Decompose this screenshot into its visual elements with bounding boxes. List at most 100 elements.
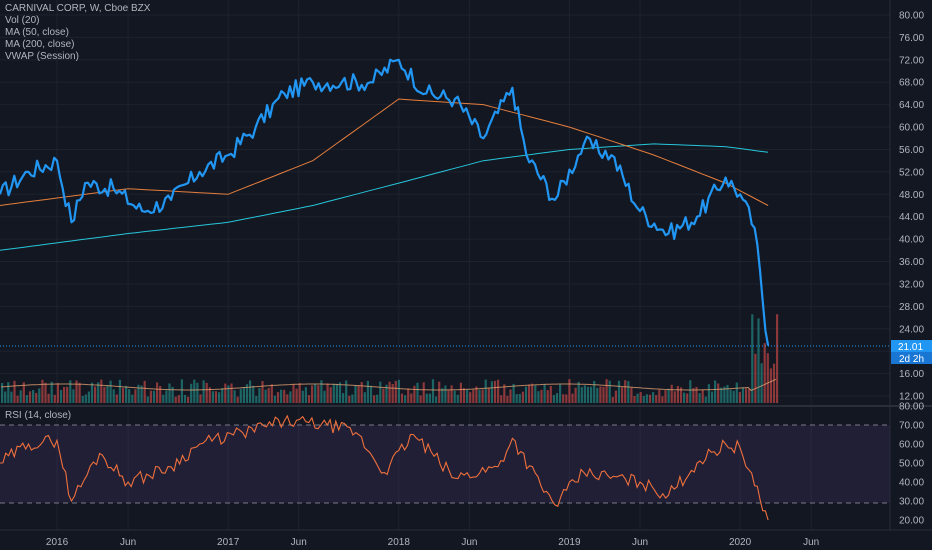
volume-bar [503,384,506,403]
volume-bar [363,392,366,403]
volume-bar [658,389,661,403]
rsi-axis[interactable]: 80.00 70.00 60.00 50.00 40.00 30.00 20.00 [899,402,924,527]
symbol-title[interactable]: CARNIVAL CORP, W, Cboe BZX [5,3,151,14]
volume-bar [692,388,695,403]
volume-bar [66,386,69,403]
volume-bar [435,396,438,403]
volume-bar [7,382,10,403]
price-axis[interactable]: 80.00 76.00 72.00 68.00 64.00 60.00 56.00 52.00… [899,11,924,403]
volume-bar [121,387,125,403]
rsi-tick-label: 20.00 [899,516,924,527]
volume-bar [524,386,528,403]
volume-bar [472,389,475,403]
volume-bar [565,394,568,403]
volume-bar [537,391,540,403]
legend-rsi[interactable]: RSI (14, close) [5,410,72,421]
volume-bar [555,393,559,403]
volume-bar [25,395,28,403]
volume-bar [56,383,59,403]
volume-bar [559,384,562,403]
volume-bar [165,390,168,403]
volume-bar [760,363,763,403]
volume-bar [574,387,577,403]
volume-bar [345,380,348,403]
volume-bar [261,381,264,403]
volume-bar [701,389,704,403]
volume-bar [683,392,686,403]
volume-bar [199,394,202,403]
volume-bar [59,390,63,403]
volume-bar [236,396,239,403]
volume-bar [425,393,428,403]
time-tick-label: 2017 [217,537,240,548]
volume-bar [16,395,19,403]
legend-ma200[interactable]: MA (200, close) [5,39,75,50]
price-tick-label: 52.00 [899,167,924,178]
volume-bar [159,386,162,403]
volume-bar [125,385,128,403]
volume-bar [47,393,50,403]
volume-bar [196,382,199,403]
volume-bar [264,389,267,403]
volume-bar [239,388,242,403]
volume-bar [50,381,53,403]
volume-bar [741,387,745,403]
price-tick-label: 24.00 [899,324,924,335]
legend-volume[interactable]: Vol (20) [5,15,40,26]
volume-bar [63,387,66,403]
time-tick-label: 2020 [729,537,752,548]
volume-bar [81,396,84,403]
volume-bar [379,381,382,403]
volume-bar [140,385,143,403]
volume-bar [307,395,311,403]
volume-bar [500,395,503,403]
volume-bar [515,394,518,403]
volume-bar [490,381,493,403]
price-tick-label: 28.00 [899,302,924,313]
volume-bar [748,388,751,403]
volume-bar [19,390,22,403]
volume-bar [391,384,394,403]
volume-bar [478,389,481,403]
volume-bar [323,390,326,403]
legend-ma50[interactable]: MA (50, close) [5,27,69,38]
price-tick-label: 72.00 [899,55,924,66]
volume-bar [645,394,648,403]
volume-bar [698,393,701,403]
volume-bar [249,380,252,403]
volume-bar [428,393,431,403]
volume-bar [717,383,720,403]
time-tick-label: 2018 [388,537,411,548]
volume-bar [726,384,729,403]
time-axis[interactable]: 2016 Jun 2017 Jun 2018 Jun 2019 Jun 2020 Jun [46,537,819,548]
volume-bar [134,389,137,403]
legend-vwap[interactable]: VWAP (Session) [5,51,79,62]
volume-bar [78,382,81,403]
volume-bar [35,392,38,403]
volume-bar [298,383,301,403]
volume-bar [348,395,351,403]
volume-bar [605,379,608,403]
volume-bar [183,395,187,403]
volume-bar [667,388,670,403]
volume-bar [673,391,676,403]
volume-bar [577,381,580,403]
volume-bar [289,391,292,403]
volume-bar [493,380,497,403]
volume-bars [1,314,779,403]
volume-bar [397,379,400,403]
volume-bar [661,396,664,403]
volume-bar [695,386,698,403]
volume-bar [608,380,611,403]
volume-bar [586,386,590,403]
volume-bar [599,386,602,403]
price-tick-label: 40.00 [899,235,924,246]
volume-bar [245,384,249,403]
volume-bar [270,384,273,403]
volume-bar [772,363,776,403]
volume-bar [385,384,388,403]
volume-bar [583,385,586,403]
last-price-label: 21.01 [898,342,923,353]
volume-bar [286,394,289,403]
